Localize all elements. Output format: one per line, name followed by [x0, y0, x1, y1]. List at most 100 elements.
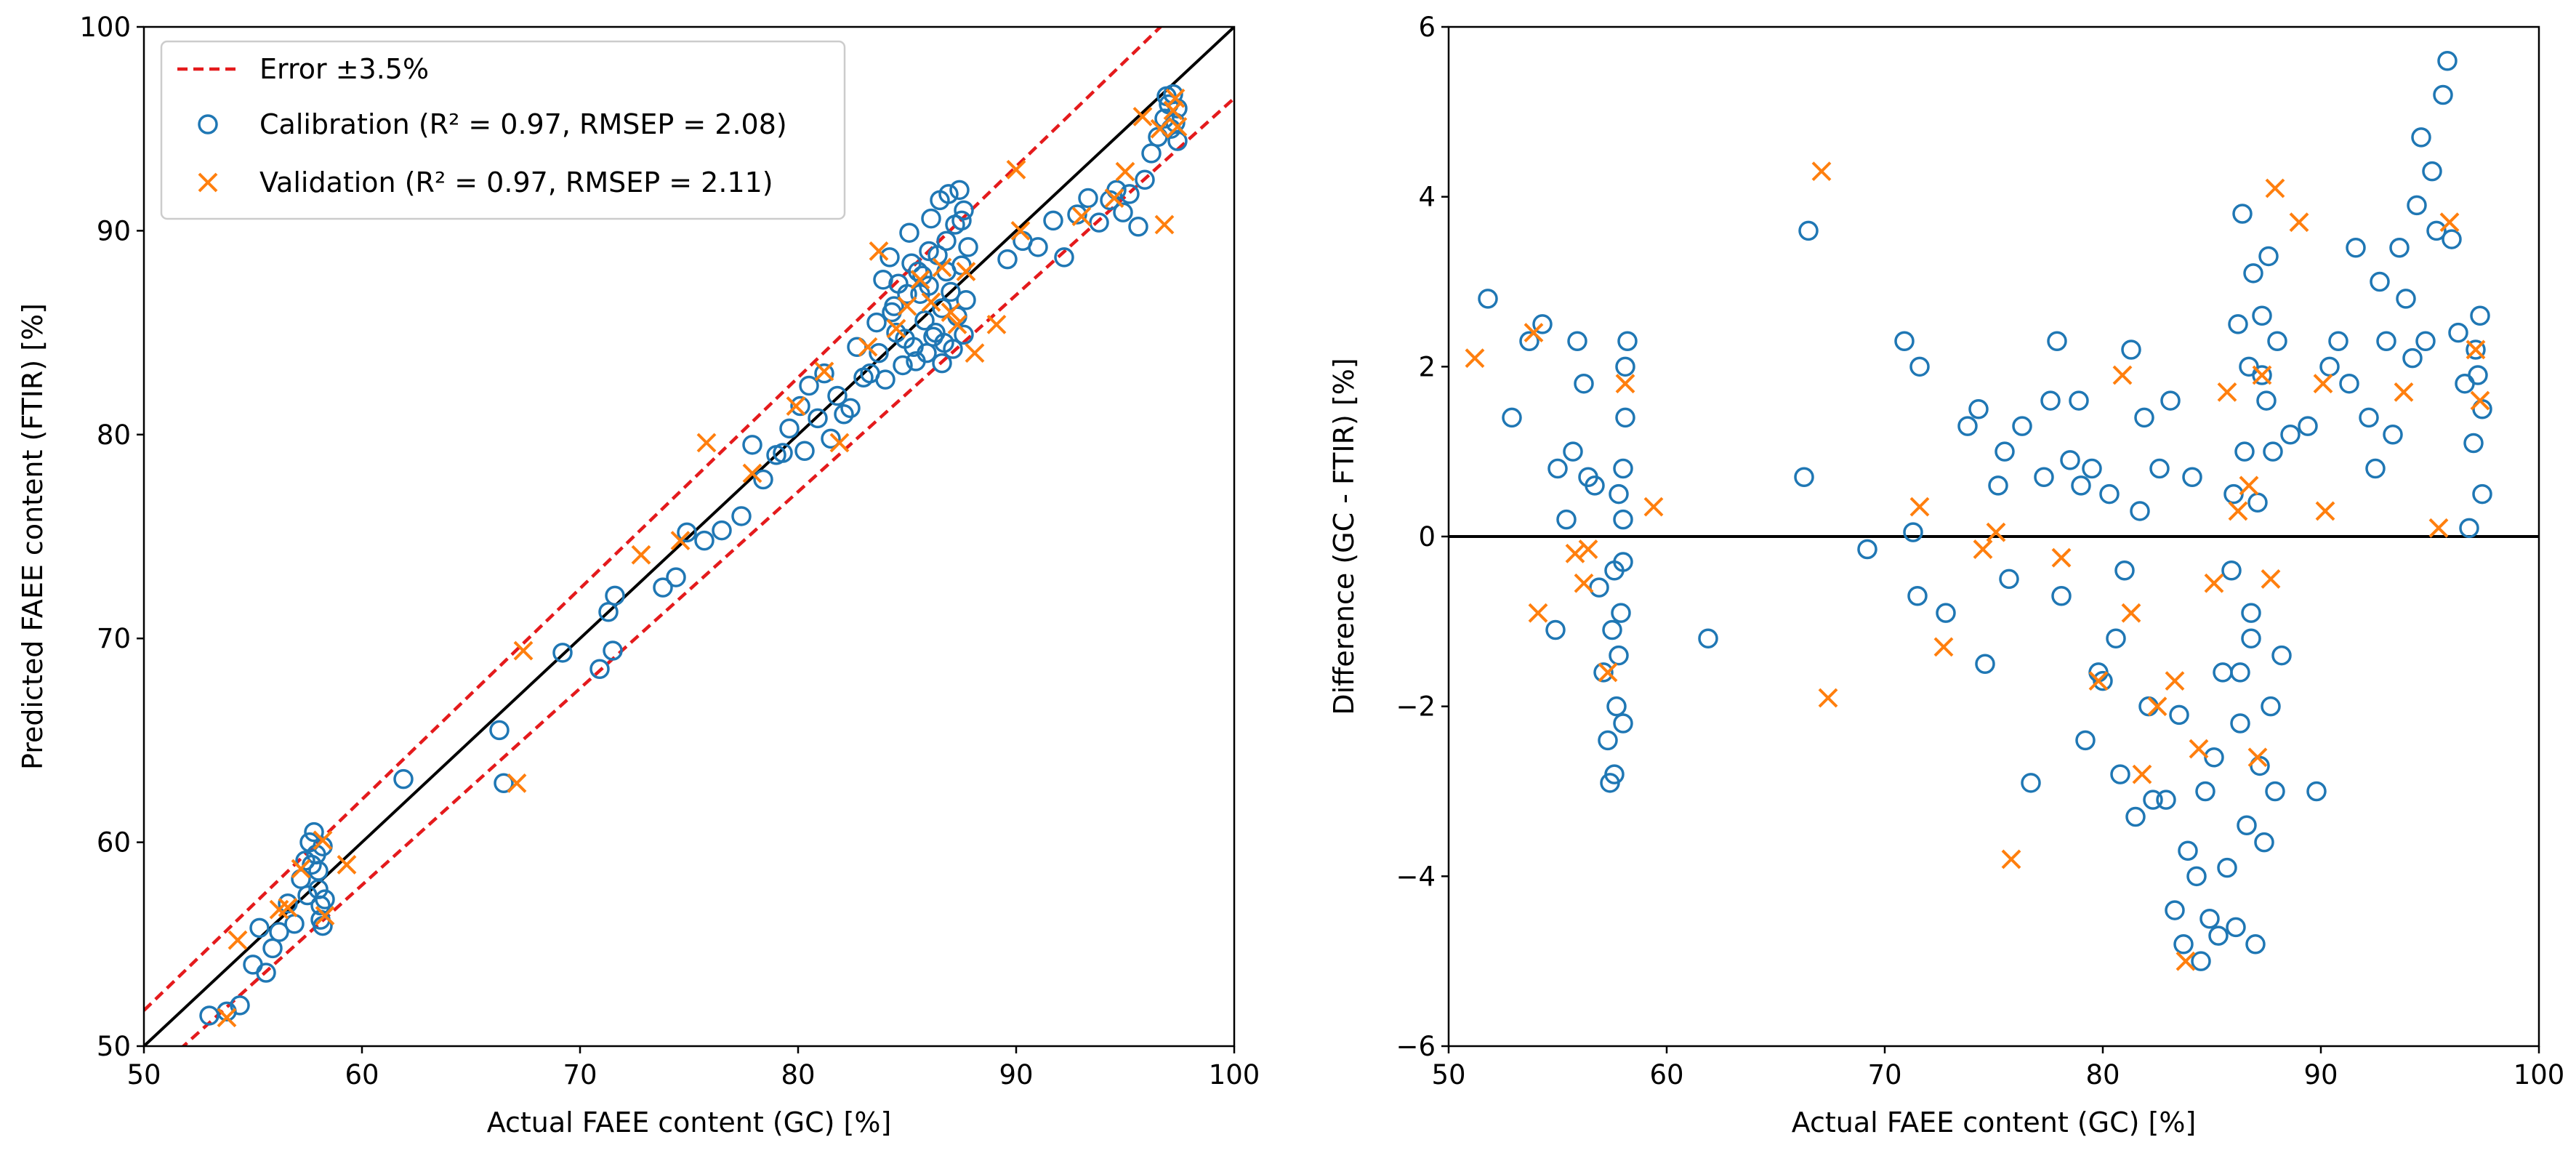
- right-calibration-point: [1613, 713, 1633, 734]
- left-x-ticks: 50 60 70 80 90 100: [126, 1046, 1260, 1090]
- left-validation-point: [1010, 220, 1031, 241]
- left-validation-point: [829, 433, 850, 453]
- left-calibration-point: [1100, 190, 1120, 211]
- right-calibration-point: [2182, 467, 2202, 487]
- right-calibration-point: [2121, 340, 2141, 360]
- right-calibration-point: [2407, 195, 2427, 216]
- left-calibration-point: [677, 522, 697, 543]
- right-calibration-point: [2034, 467, 2054, 487]
- right-calibration-point: [2228, 314, 2248, 334]
- right-validation-point: [2239, 475, 2259, 496]
- left-panel: 50 60 70 80 90 100 50 60 70 80 90 100 Actual FAEE …: [17, 12, 1260, 1138]
- right-calibration-point: [2125, 806, 2146, 827]
- right-calibration-point: [2149, 458, 2170, 479]
- left-calibration-point: [790, 395, 810, 417]
- right-validation-point: [2121, 603, 2141, 623]
- right-calibration-point: [2370, 271, 2390, 292]
- right-y-tick-label: 0: [1418, 521, 1436, 553]
- right-y-axis-label: Difference (GC - FTIR) [%]: [1328, 358, 1360, 715]
- right-calibration-point: [1567, 331, 1587, 352]
- right-calibration-point: [1975, 654, 1995, 674]
- right-validation-point: [2289, 212, 2309, 233]
- right-validation-point: [2466, 340, 2486, 360]
- left-x-tick-label: 80: [781, 1059, 815, 1090]
- left-y-ticks: 50 60 70 80 90 100: [79, 12, 144, 1062]
- right-validation-point: [2088, 671, 2109, 691]
- right-calibration-point: [1613, 458, 1633, 479]
- right-validation-point: [2204, 573, 2224, 593]
- left-calibration-point: [938, 184, 959, 204]
- right-validation-point: [2217, 382, 2237, 402]
- left-calibration-point: [779, 418, 800, 439]
- legend-calibration-label: Calibration (R² = 0.97, RMSEP = 2.08): [259, 108, 787, 140]
- right-x-ticks: 50 60 70 80 90 100: [1431, 1046, 2564, 1090]
- left-x-tick-label: 50: [126, 1059, 161, 1090]
- left-validation-point: [814, 361, 834, 382]
- left-calibration-point: [1089, 212, 1109, 233]
- right-calibration-point: [2114, 560, 2135, 581]
- right-calibration-point: [1609, 645, 1629, 666]
- left-calibration-point: [1067, 204, 1087, 225]
- right-calibration-point: [1936, 603, 1956, 623]
- right-calibration-point: [1611, 603, 1631, 623]
- left-calibration-point: [589, 659, 610, 680]
- right-validation-point: [2428, 518, 2449, 538]
- right-validation-points: [1465, 161, 2490, 971]
- left-calibration-point: [847, 337, 867, 357]
- right-calibration-point: [2415, 331, 2436, 352]
- right-calibration-point: [2271, 645, 2292, 666]
- left-calibration-point: [869, 342, 889, 363]
- right-calibration-point: [2208, 925, 2229, 946]
- right-calibration-point: [2051, 586, 2072, 606]
- left-x-tick-label: 100: [1209, 1059, 1260, 1090]
- left-validation-point: [1154, 214, 1175, 235]
- right-calibration-point: [1589, 577, 1609, 598]
- right-calibration-point: [2411, 127, 2431, 148]
- right-validation-point: [2001, 849, 2021, 869]
- left-calibration-point: [951, 210, 972, 231]
- right-calibration-point: [2466, 340, 2486, 360]
- right-calibration-point: [2280, 425, 2301, 445]
- left-calibration-point: [954, 200, 974, 221]
- left-validation-point: [886, 318, 906, 339]
- left-calibration-point: [694, 530, 715, 551]
- left-calibration-point: [943, 339, 963, 359]
- right-validation-point: [1643, 497, 1664, 517]
- right-calibration-point: [1957, 416, 1978, 436]
- left-y-tick-label: 50: [97, 1031, 131, 1062]
- right-calibration-point: [2328, 331, 2348, 352]
- left-calibration-point: [753, 469, 773, 490]
- legend-calibration-swatch: [198, 114, 218, 134]
- left-validation-point: [217, 1008, 237, 1028]
- left-validation-point: [1071, 206, 1092, 227]
- left-calibration-point: [1028, 237, 1048, 257]
- left-calibration-point: [313, 836, 333, 856]
- right-calibration-point: [1903, 522, 1923, 542]
- right-y-tick-label: 2: [1418, 351, 1436, 382]
- right-calibration-point: [2221, 560, 2242, 581]
- left-calibration-point: [919, 241, 939, 262]
- right-calibration-point: [2093, 670, 2113, 691]
- left-calibration-point: [731, 506, 752, 526]
- left-validation-point: [941, 302, 961, 322]
- right-validation-point: [2394, 382, 2414, 402]
- right-calibration-point: [2306, 781, 2327, 802]
- left-calibration-point: [299, 832, 320, 853]
- left-calibration-point: [899, 222, 919, 243]
- left-calibration-point: [256, 963, 276, 983]
- left-validation-point: [313, 830, 333, 851]
- right-validation-point: [2165, 671, 2185, 691]
- right-validation-point: [2132, 764, 2152, 784]
- right-calibration-point: [1894, 331, 1915, 352]
- left-calibration-point: [921, 208, 941, 229]
- left-calibration-point: [799, 375, 819, 396]
- left-validation-point: [337, 855, 357, 875]
- right-x-tick-label: 80: [2085, 1059, 2120, 1090]
- right-calibration-point: [2459, 518, 2479, 539]
- left-calibration-point: [304, 821, 324, 843]
- right-calibration-point: [2402, 347, 2423, 369]
- right-calibration-point: [2071, 475, 2091, 496]
- right-calibration-point: [1999, 569, 2019, 590]
- left-calibration-point: [1154, 108, 1175, 129]
